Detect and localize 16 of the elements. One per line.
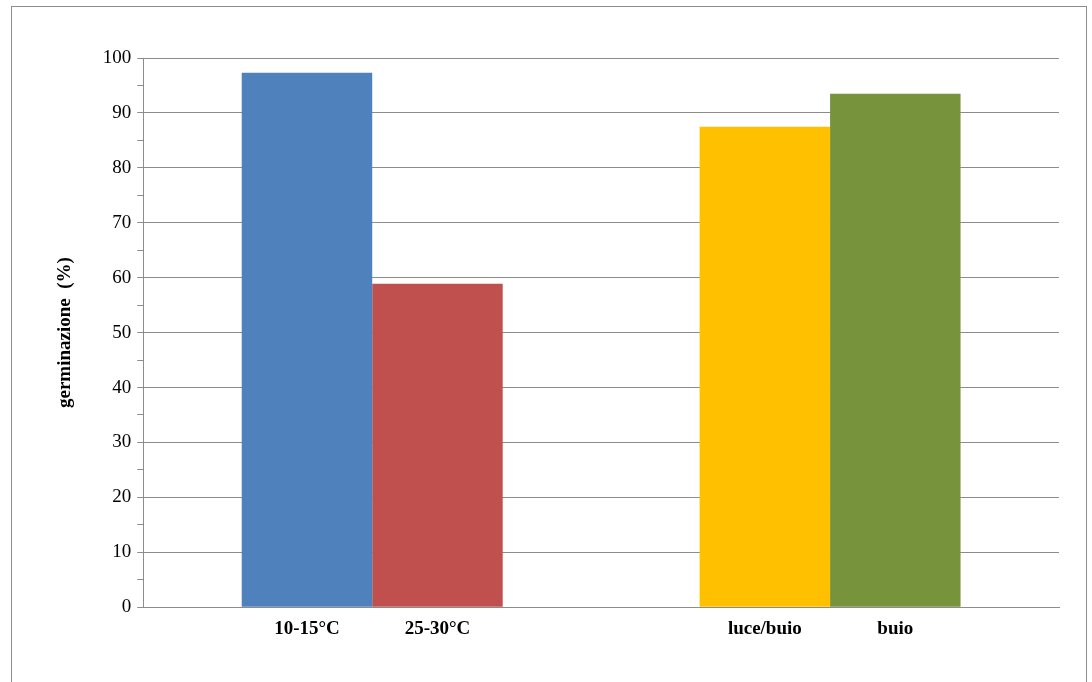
series-label: 10-15°C [274, 616, 340, 638]
series-label: 25-30°C [404, 616, 471, 638]
y-tick-label: 40 [112, 375, 132, 397]
y-tick-label: 50 [112, 320, 132, 342]
y-tick-label: 60 [112, 265, 132, 287]
y-tick-label: 30 [112, 430, 132, 452]
y-tick-label: 10 [112, 540, 132, 562]
y-tick-label: 0 [121, 595, 132, 617]
y-tick-label: 100 [102, 45, 132, 67]
series-label: buio [877, 616, 914, 638]
y-tick-label: 70 [112, 210, 132, 232]
y-axis-title: germinazione (%) [53, 257, 76, 409]
y-tick-label: 20 [112, 485, 132, 507]
y-tick-label: 90 [112, 100, 132, 122]
series-label: luce/buio [727, 616, 802, 638]
y-tick-label: 80 [112, 155, 132, 177]
